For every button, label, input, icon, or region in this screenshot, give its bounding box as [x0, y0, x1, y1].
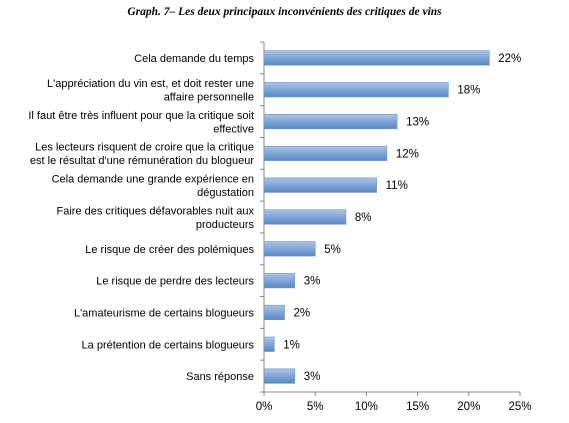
- value-label: 22%: [498, 53, 521, 65]
- bar: [263, 273, 296, 289]
- value-label: 2%: [293, 307, 310, 319]
- category-label: Le risque de perdre des lecteurs: [96, 276, 254, 288]
- category-label: Faire des critiques défavorables nuit au…: [57, 205, 255, 231]
- bar: [263, 209, 347, 225]
- bar: [263, 177, 377, 193]
- value-label: 3%: [304, 276, 321, 288]
- value-label: 5%: [324, 244, 341, 256]
- bar: [263, 145, 388, 161]
- category-label: Sans réponse: [186, 371, 254, 383]
- value-label: 8%: [355, 212, 372, 224]
- x-tick-label: 0%: [256, 401, 273, 413]
- bar: [263, 368, 296, 384]
- category-label: Le risque de créer des polémiques: [85, 244, 254, 256]
- bar: [263, 50, 490, 66]
- value-label: 3%: [304, 371, 321, 383]
- bar: [263, 241, 316, 257]
- category-label: Les lecteurs risquent de croire que la c…: [30, 142, 254, 168]
- x-tick-label: 15%: [406, 401, 429, 413]
- category-label: La prétention de certains blogueurs: [82, 339, 255, 351]
- category-label: Cela demande du temps: [134, 53, 254, 65]
- category-label: L'appréciation du vin est, et doit reste…: [47, 78, 254, 104]
- value-label: 11%: [386, 180, 408, 192]
- chart-title: Graph. 7– Les deux principaux inconvénie…: [127, 6, 442, 18]
- category-label: Il faut être très influent pour que la c…: [28, 110, 254, 136]
- x-tick-label: 20%: [457, 401, 480, 413]
- bar: [263, 82, 449, 98]
- x-tick-label: 5%: [307, 401, 324, 413]
- bar: [263, 336, 275, 352]
- bar: [263, 304, 285, 321]
- bar: [263, 113, 398, 130]
- x-tick-label: 25%: [508, 401, 531, 413]
- x-tick-label: 10%: [355, 401, 378, 413]
- value-label: 12%: [396, 148, 419, 160]
- value-label: 18%: [457, 85, 480, 97]
- category-label: Cela demande une grande expérience en dég…: [52, 173, 254, 199]
- category-label: L'amateurisme de certains blogueurs: [74, 307, 255, 319]
- value-label: 1%: [283, 339, 300, 351]
- value-label: 13%: [406, 117, 429, 129]
